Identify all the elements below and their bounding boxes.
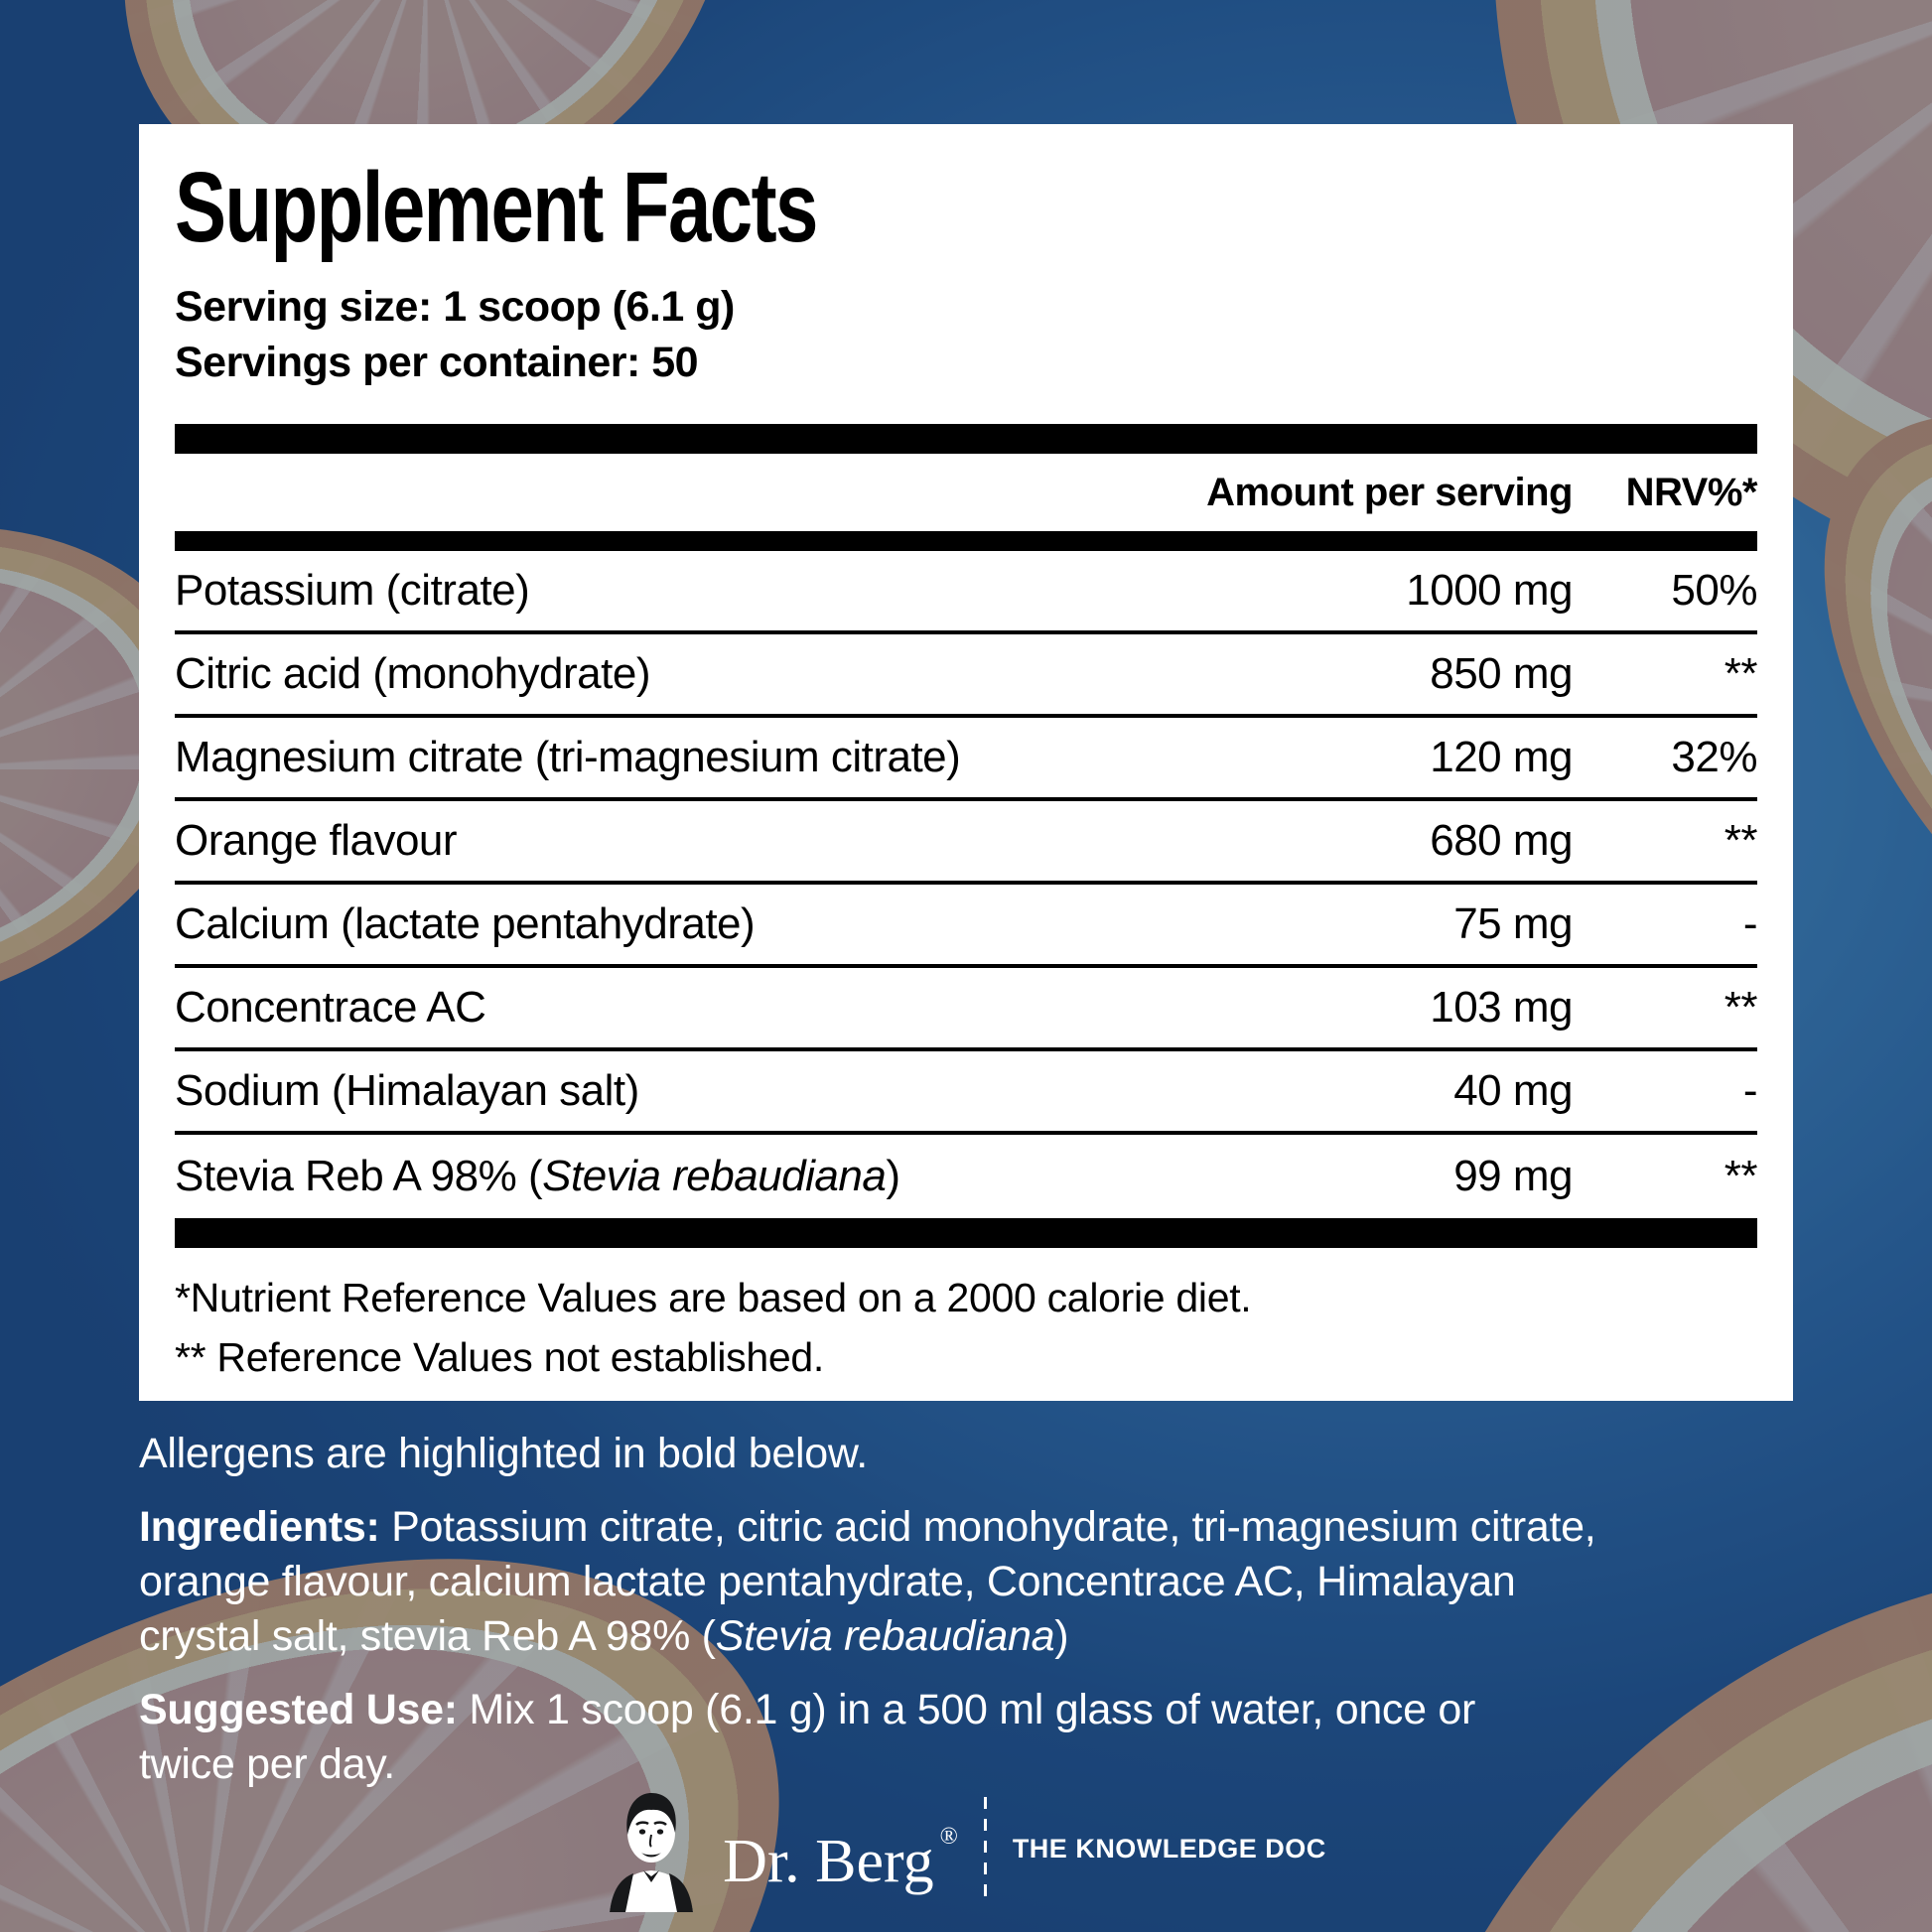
nutrient-amount: 103 mg: [1430, 983, 1573, 1032]
nutrient-row: Calcium (lactate pentahydrate) 75 mg -: [175, 885, 1758, 968]
nutrient-name: Orange flavour: [175, 816, 458, 865]
panel-title: Supplement Facts: [175, 152, 818, 263]
ingredients-line3: crystal salt, stevia Reb A 98% (: [139, 1612, 716, 1660]
nutrient-rows: Potassium (citrate) 1000 mg 50% Citric acid…: [175, 551, 1758, 1218]
brand-name: Dr. Berg ®: [723, 1806, 958, 1892]
nutrient-nrv: **: [1724, 1152, 1758, 1200]
nutrient-amount: 1000 mg: [1406, 566, 1573, 615]
header-divider-bar: [175, 531, 1757, 551]
logo-divider: [983, 1797, 987, 1900]
suggested-use-label: Suggested Use:: [139, 1686, 458, 1733]
suggested-use-paragraph: Suggested Use: Mix 1 scoop (6.1 g) in a …: [139, 1683, 1817, 1792]
nutrient-nrv: -: [1742, 1066, 1758, 1115]
nutrient-row: Concentrace AC 103 mg **: [175, 968, 1758, 1051]
nutrient-name: Sodium (Himalayan salt): [175, 1066, 639, 1115]
nutrient-nrv: 32%: [1671, 733, 1757, 781]
nutrient-amount: 75 mg: [1453, 899, 1573, 948]
ingredients-label: Ingredients:: [139, 1503, 380, 1551]
allergen-note: Allergens are highlighted in bold below.: [139, 1430, 868, 1477]
nutrient-row: Magnesium citrate (tri-magnesium citrate…: [175, 718, 1758, 801]
dr-berg-portrait: [610, 1793, 694, 1912]
label-info-section: Allergens are highlighted in bold below.…: [139, 1427, 1817, 1792]
ingredients-line1: Potassium citrate, citric acid monohydra…: [379, 1503, 1596, 1551]
nutrient-nrv: **: [1724, 983, 1758, 1032]
nutrient-row: Stevia Reb A 98% (Stevia rebaudiana) 99 m…: [175, 1135, 1758, 1218]
nutrient-amount: 680 mg: [1430, 816, 1573, 865]
suggested-use-line2: twice per day.: [139, 1740, 395, 1788]
nutrient-name: Potassium (citrate): [175, 566, 530, 615]
nutrient-name: Concentrace AC: [175, 983, 486, 1032]
amount-per-serving-header: Amount per serving: [1206, 470, 1573, 514]
footnotes: *Nutrient Reference Values are based on …: [175, 1268, 1757, 1387]
ingredients-line3-close: ): [1054, 1612, 1069, 1660]
brand-tagline: THE KNOWLEDGE DOC: [1012, 1833, 1326, 1863]
footnote-nrv: *Nutrient Reference Values are based on …: [175, 1275, 1252, 1320]
brand-name-text: Dr. Berg: [723, 1827, 934, 1895]
nutrient-nrv: **: [1724, 816, 1758, 865]
serving-size-text: Serving size: 1 scoop (6.1 g): [175, 283, 735, 331]
nutrient-nrv: **: [1724, 649, 1758, 698]
nutrient-row: Potassium (citrate) 1000 mg 50%: [175, 551, 1758, 634]
registered-mark: ®: [939, 1823, 958, 1850]
table-bottom-bar: [175, 1218, 1757, 1248]
nutrient-nrv: -: [1742, 899, 1758, 948]
nutrient-row: Orange flavour 680 mg **: [175, 801, 1758, 885]
suggested-use-line1: Mix 1 scoop (6.1 g) in a 500 ml glass of…: [457, 1686, 1476, 1733]
supplement-facts-panel: Supplement Facts Serving size: 1 scoop (…: [139, 124, 1793, 1401]
table-header-row: Amount per serving NRV%*: [175, 454, 1757, 531]
nrv-header: NRV%*: [1625, 470, 1758, 514]
nutrient-name: Stevia Reb A 98% (Stevia rebaudiana): [175, 1152, 900, 1200]
ingredients-line2: orange flavour, calcium lactate pentahyd…: [139, 1558, 1516, 1605]
nutrient-amount: 120 mg: [1430, 733, 1573, 781]
nutrient-name: Magnesium citrate (tri-magnesium citrate…: [175, 733, 961, 781]
nutrient-name: Calcium (lactate pentahydrate): [175, 899, 756, 948]
nutrient-amount: 40 mg: [1453, 1066, 1573, 1115]
nutrient-amount: 850 mg: [1430, 649, 1573, 698]
table-top-bar: [175, 424, 1757, 454]
nutrient-row: Citric acid (monohydrate) 850 mg **: [175, 634, 1758, 718]
brand-logo-row: Dr. Berg ® THE KNOWLEDGE DOC: [0, 1785, 1932, 1912]
nutrient-name: Citric acid (monohydrate): [175, 649, 651, 698]
servings-per-container-text: Servings per container: 50: [175, 339, 699, 386]
ingredients-paragraph: Ingredients: Potassium citrate, citric a…: [139, 1500, 1817, 1664]
ingredients-latin-name: Stevia rebaudiana: [715, 1612, 1055, 1660]
nutrient-amount: 99 mg: [1453, 1152, 1573, 1200]
nutrient-nrv: 50%: [1671, 566, 1757, 615]
footnote-reference: ** Reference Values not established.: [175, 1334, 824, 1380]
nutrient-row: Sodium (Himalayan salt) 40 mg -: [175, 1051, 1758, 1135]
